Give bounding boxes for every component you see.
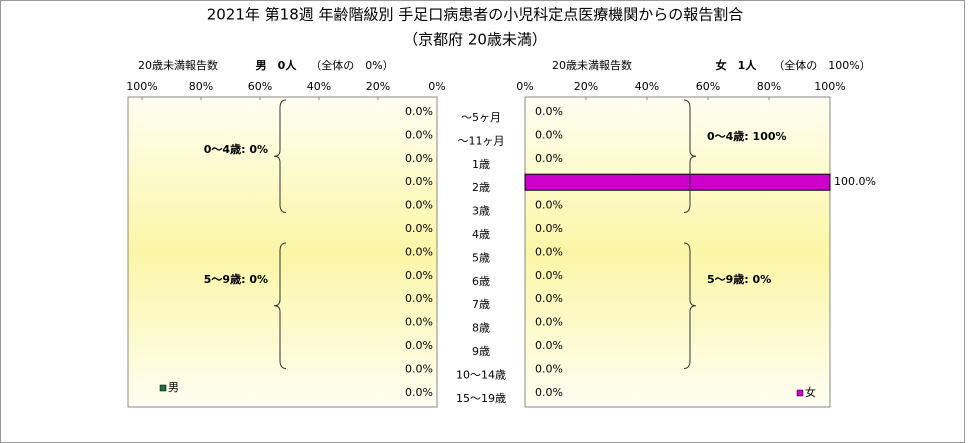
- value-label: 0.0%: [405, 175, 433, 188]
- value-label: 0.0%: [405, 222, 433, 235]
- x-tick-label: 20%: [574, 80, 598, 93]
- value-label: 100.0%: [834, 175, 876, 188]
- category-label: 2歳: [472, 181, 490, 194]
- value-label: 0.0%: [405, 199, 433, 212]
- value-label: 0.0%: [405, 152, 433, 165]
- category-label: 1歳: [472, 158, 490, 171]
- value-label: 0.0%: [405, 128, 433, 141]
- legend-label: 男: [168, 381, 179, 394]
- x-tick-label: 60%: [248, 80, 272, 93]
- value-label: 0.0%: [405, 362, 433, 375]
- panel-header: 20歳未満報告数: [552, 59, 632, 72]
- legend-swatch: [796, 389, 804, 397]
- category-label: ～11ヶ月: [458, 134, 505, 147]
- x-tick-label: 80%: [757, 80, 781, 93]
- category-label: 4歳: [472, 228, 490, 241]
- value-label: 0.0%: [535, 362, 563, 375]
- legend-label: 女: [805, 385, 816, 399]
- bar: [524, 173, 831, 191]
- plot-left: [127, 96, 438, 408]
- value-label: 0.0%: [535, 199, 563, 212]
- panel-header: 女 1人: [716, 58, 758, 72]
- value-label: 0.0%: [405, 292, 433, 305]
- value-label: 0.0%: [535, 292, 563, 305]
- x-tick-label: 80%: [189, 80, 213, 93]
- value-label: 0.0%: [405, 245, 433, 258]
- brace: [683, 99, 697, 213]
- value-label: 0.0%: [535, 105, 563, 118]
- value-label: 0.0%: [535, 222, 563, 235]
- plot-right: [524, 96, 831, 408]
- category-label: 9歳: [472, 345, 490, 358]
- panel-header: （全体の 0%）: [310, 58, 393, 72]
- value-label: 0.0%: [535, 152, 563, 165]
- value-label: 0.0%: [535, 269, 563, 282]
- x-tick-label: 20%: [366, 80, 390, 93]
- legend-swatch: [159, 384, 167, 392]
- brace: [683, 242, 697, 369]
- x-tick-label: 0%: [516, 80, 533, 93]
- value-label: 0.0%: [535, 386, 563, 399]
- chart-title: 2021年 第18週 年齢階級別 手足口病患者の小児科定点医療機関からの報告割合: [207, 6, 744, 24]
- annotation: 5～9歳: 0%: [204, 272, 268, 286]
- category-label: 5歳: [472, 251, 490, 264]
- annotation: 0～4歳: 100%: [707, 129, 787, 143]
- x-tick-label: 40%: [307, 80, 331, 93]
- value-label: 0.0%: [405, 386, 433, 399]
- category-label: 8歳: [472, 322, 490, 335]
- panel-header: （全体の 100%）: [773, 58, 870, 72]
- x-tick-label: 40%: [635, 80, 659, 93]
- annotation: 5～9歳: 0%: [707, 272, 771, 286]
- value-label: 0.0%: [405, 105, 433, 118]
- value-label: 0.0%: [535, 316, 563, 329]
- value-label: 0.0%: [405, 316, 433, 329]
- panel-header: 男 0人: [256, 58, 298, 72]
- value-label: 0.0%: [535, 245, 563, 258]
- brace: [273, 242, 287, 369]
- category-label: 15～19歳: [456, 392, 506, 405]
- brace: [273, 99, 287, 213]
- category-label: 3歳: [472, 205, 490, 218]
- annotation: 0～4歳: 0%: [204, 142, 268, 156]
- category-label: 6歳: [472, 275, 490, 288]
- value-label: 0.0%: [535, 339, 563, 352]
- category-label: 7歳: [472, 298, 490, 311]
- value-label: 0.0%: [405, 269, 433, 282]
- value-label: 0.0%: [405, 339, 433, 352]
- panel-header: 20歳未満報告数: [138, 59, 218, 72]
- value-label: 0.0%: [535, 128, 563, 141]
- category-label: ～5ヶ月: [461, 111, 501, 124]
- x-tick-label: 100%: [126, 80, 157, 93]
- category-label: 10～14歳: [456, 368, 506, 381]
- x-tick-label: 0%: [428, 80, 445, 93]
- x-tick-label: 100%: [814, 80, 845, 93]
- x-tick-label: 60%: [696, 80, 720, 93]
- chart-subtitle: （京都府 20歳未満）: [403, 31, 547, 49]
